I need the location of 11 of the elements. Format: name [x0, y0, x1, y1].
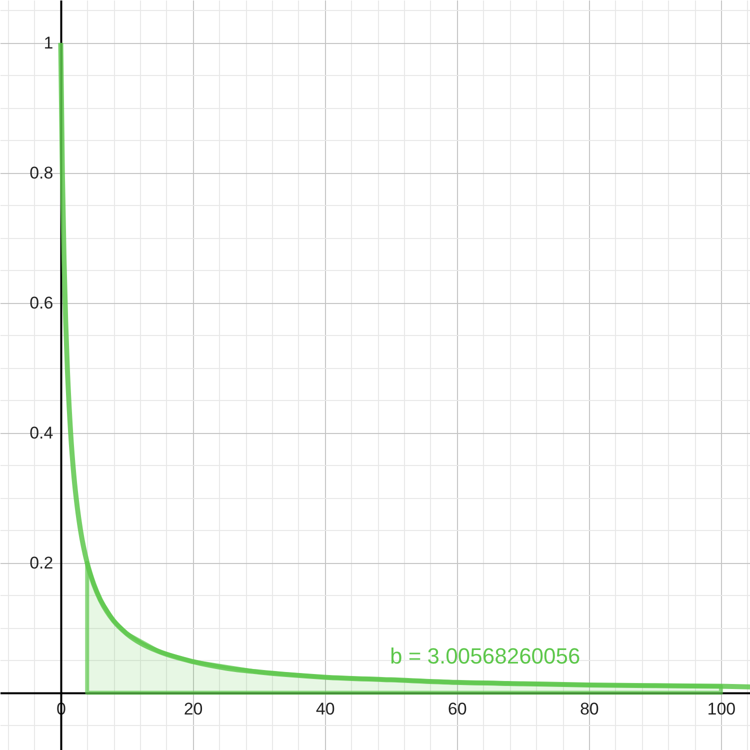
x-tick-label: 80 — [580, 699, 599, 718]
x-tick-label: 60 — [448, 699, 467, 718]
x-tick-label: 40 — [316, 699, 335, 718]
y-tick-label: 1 — [44, 33, 54, 52]
y-tick-label: 0.6 — [30, 293, 54, 312]
y-tick-label: 0.8 — [30, 163, 54, 182]
x-tick-label: 20 — [184, 699, 203, 718]
y-tick-label: 0.4 — [30, 423, 54, 442]
y-tick-label: 0.2 — [30, 553, 54, 572]
x-tick-label: 100 — [707, 699, 736, 718]
annotation: b = 3.00568260056 — [390, 643, 580, 668]
